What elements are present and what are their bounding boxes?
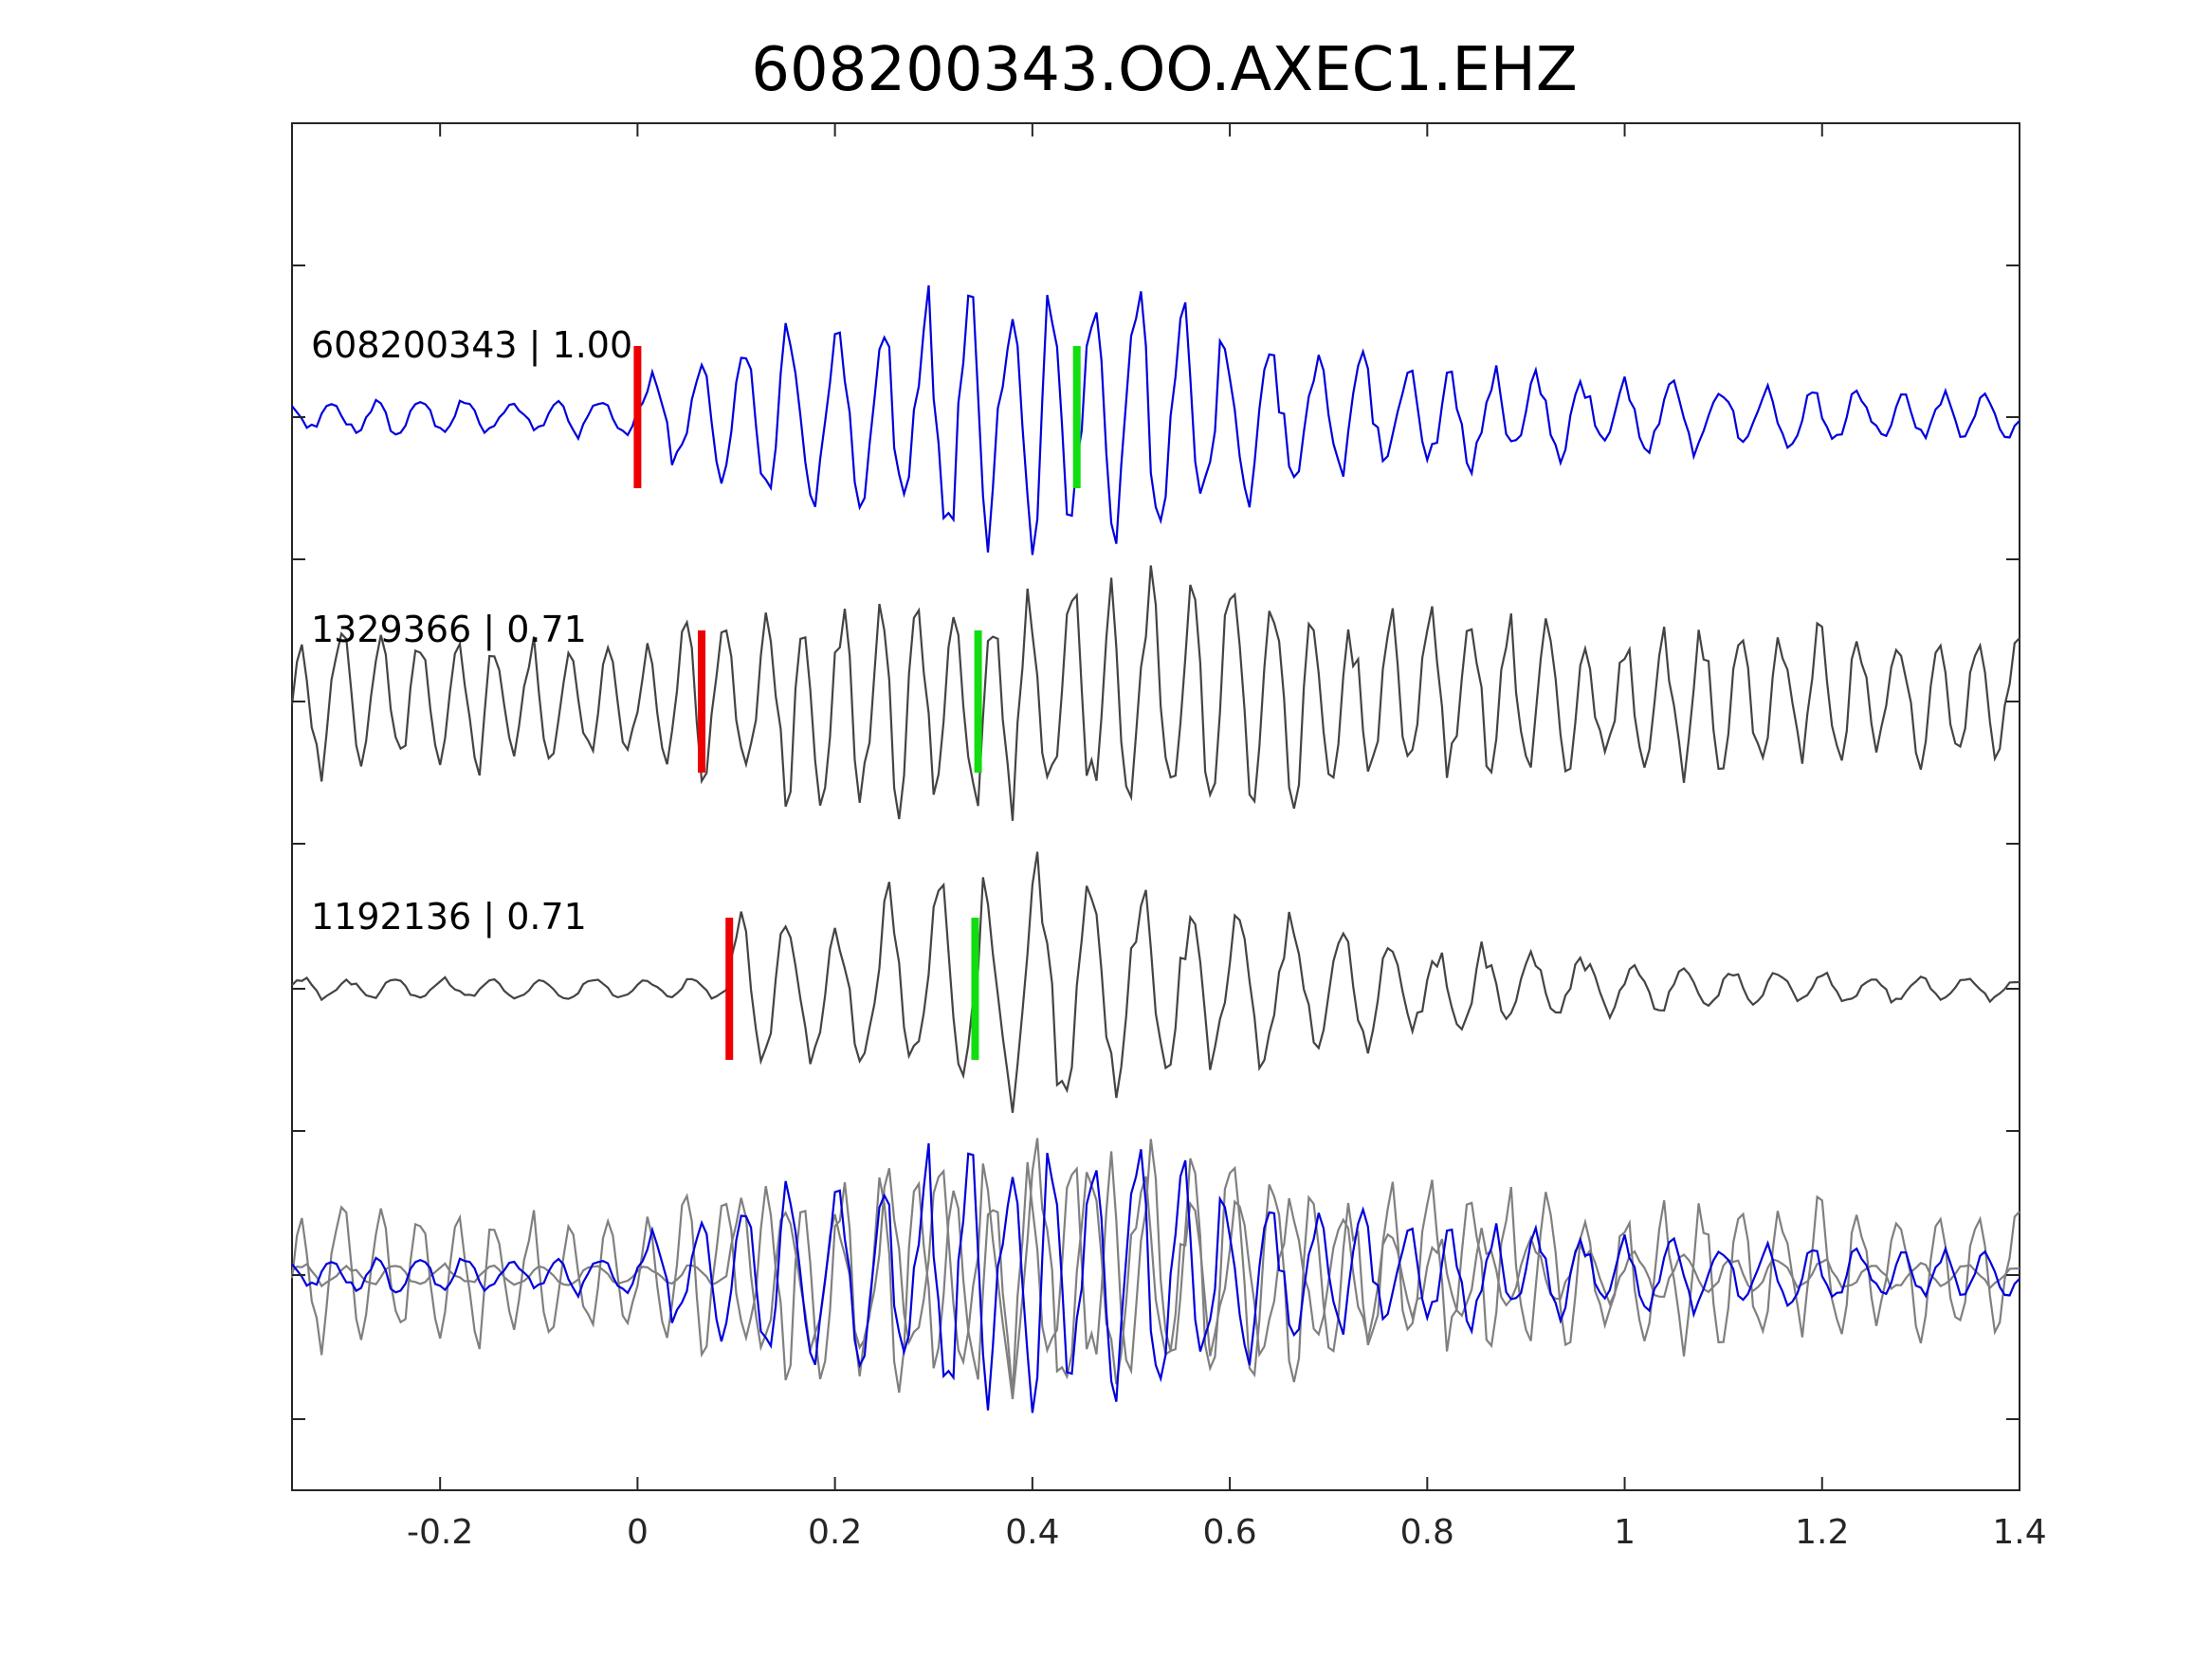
x-tick-label: 1 <box>1614 1513 1636 1552</box>
trace-label-3: 1192136 | 0.71 <box>311 896 587 939</box>
x-tick-label: 0.2 <box>808 1513 862 1552</box>
x-tick-label: 1.4 <box>1992 1513 2046 1552</box>
waveform-trace-1 <box>291 284 2020 556</box>
trace-label-1: 608200343 | 1.00 <box>311 324 632 367</box>
plot-frame <box>291 122 2020 1491</box>
trace-group <box>290 284 2020 1113</box>
x-tick-label: 1.2 <box>1795 1513 1849 1552</box>
x-tick-label: 0.8 <box>1400 1513 1454 1552</box>
trace-label-2: 1329366 | 0.71 <box>311 609 587 651</box>
pick-group <box>633 346 1081 1060</box>
x-tick-label: 0 <box>627 1513 649 1552</box>
trace-label-group: 608200343 | 1.00 1329366 | 0.71 1192136 | … <box>311 324 632 939</box>
overlay-trace-1 <box>291 1142 2020 1413</box>
waveform-trace-3 <box>291 851 2020 1113</box>
x-tick-label: 0.4 <box>1005 1513 1059 1552</box>
x-axis-ticks: -0.2 0 0.2 0.4 0.6 0.8 1 1.2 1.4 <box>292 123 2047 1552</box>
chart-title: 608200343.OO.AXEC1.EHZ <box>751 35 1578 105</box>
waveform-trace-2 <box>290 565 2020 821</box>
plot-border <box>291 122 2020 1491</box>
overlay-group <box>290 1138 2020 1413</box>
x-tick-label: -0.2 <box>407 1513 473 1552</box>
x-tick-label: 0.6 <box>1202 1513 1256 1552</box>
